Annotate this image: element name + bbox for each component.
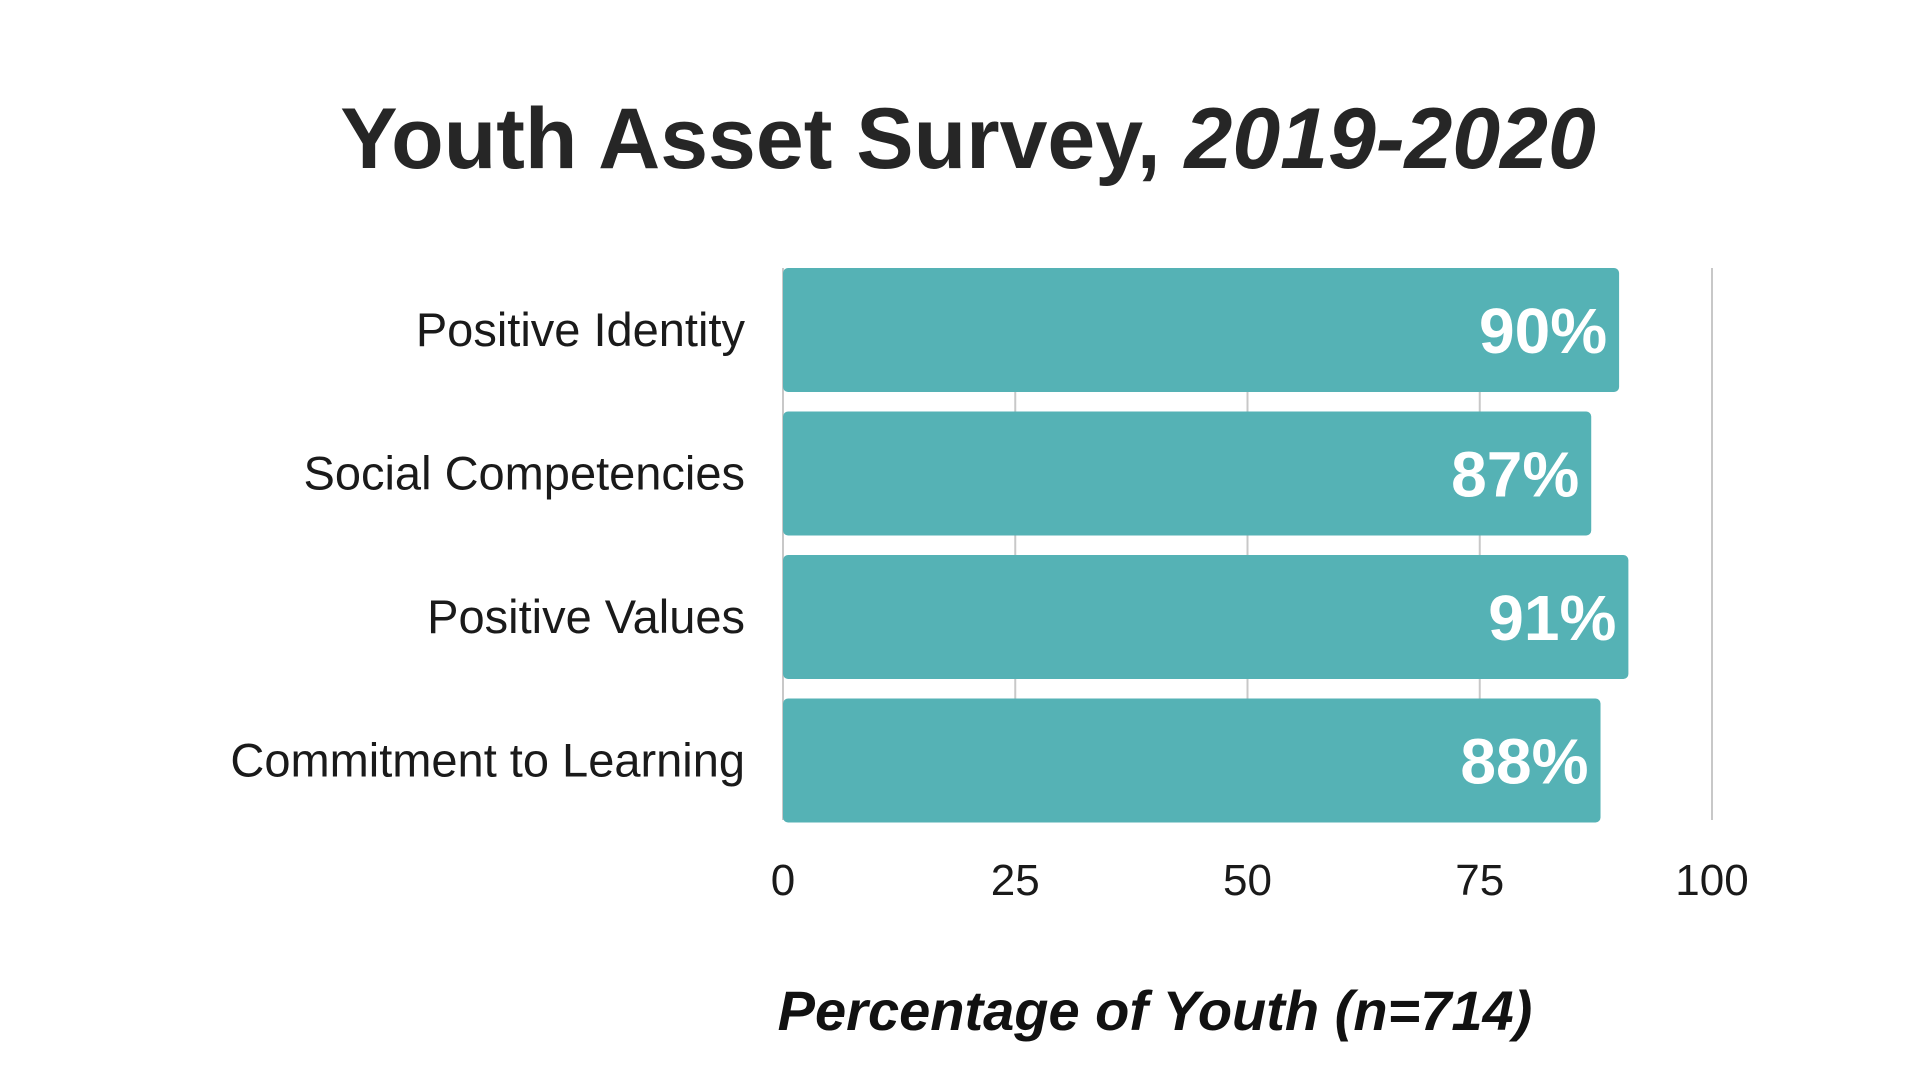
bar <box>783 555 1629 679</box>
bar <box>783 698 1601 823</box>
bar <box>783 268 1620 392</box>
chart-title: Youth Asset Survey, 2019-2020 <box>340 91 1596 187</box>
x-axis-title: Percentage of Youth (n=714) <box>778 979 1533 1042</box>
value-label: 87% <box>1451 439 1579 511</box>
value-label: 88% <box>1460 726 1588 798</box>
chart-title-years: 2019-2020 <box>1183 91 1596 187</box>
value-labels: 90% 87% 91% 88% <box>1451 295 1616 798</box>
x-tick-label: 100 <box>1675 856 1748 905</box>
bar <box>783 411 1592 536</box>
category-label: Social Competencies <box>304 447 746 500</box>
x-tick-label: 75 <box>1455 856 1504 905</box>
value-label: 90% <box>1479 295 1607 367</box>
category-label: Positive Values <box>427 590 745 643</box>
category-label: Commitment to Learning <box>230 734 745 787</box>
x-tick-label: 50 <box>1223 856 1272 905</box>
x-tick-label: 25 <box>991 856 1040 905</box>
value-label: 91% <box>1488 582 1616 654</box>
bars <box>783 268 1629 823</box>
chart-title-main: Youth Asset Survey, <box>340 91 1160 187</box>
x-tick-labels: 0 25 50 75 100 <box>771 856 1749 905</box>
x-tick-label: 0 <box>771 856 795 905</box>
category-label: Positive Identity <box>416 303 746 356</box>
category-labels: Positive Identity Social Competencies Posi… <box>230 303 745 787</box>
